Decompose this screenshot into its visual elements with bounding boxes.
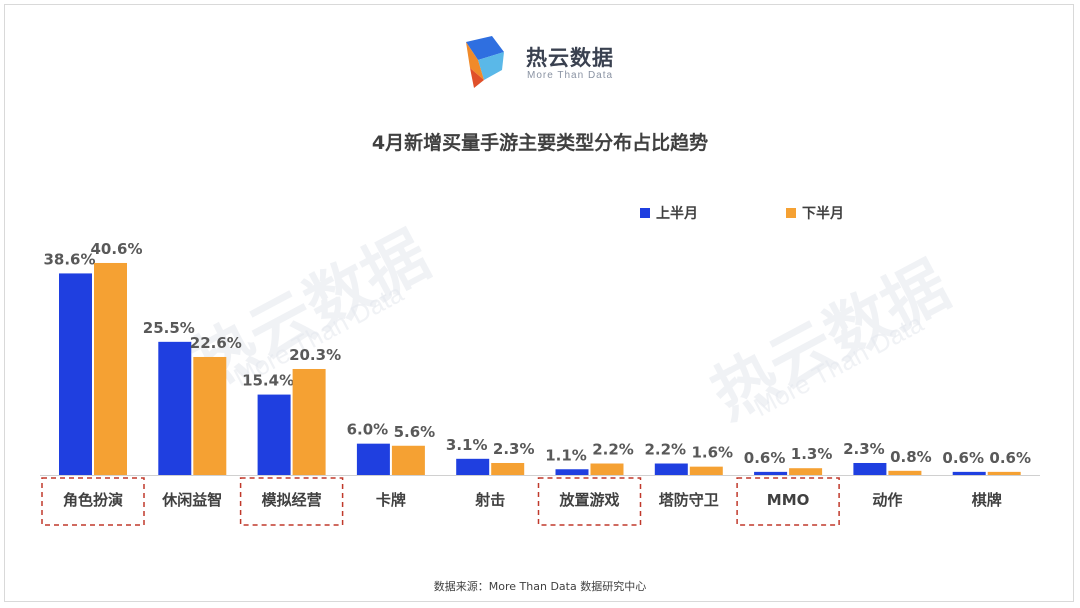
highlight-box-6 <box>537 477 642 526</box>
category-label-5: 射击 <box>474 491 505 509</box>
bar-1-8 <box>754 471 788 475</box>
highlight-box-8 <box>736 477 840 526</box>
legend-label-series-2: 下半月 <box>802 206 844 222</box>
data-label-2-8: 1.3% <box>791 445 833 463</box>
data-label-1-7: 2.2% <box>644 441 686 459</box>
bar-1-9 <box>853 462 887 475</box>
category-label-10: 棋牌 <box>972 491 1002 509</box>
brand-name: 热云数据 <box>526 46 614 70</box>
data-label-2-9: 0.8% <box>890 448 932 466</box>
source-note: 数据来源：More Than Data 数据研究中心 <box>433 580 647 593</box>
data-label-1-6: 1.1% <box>545 446 587 464</box>
legend-item-series-2: 下半月 <box>786 203 844 223</box>
data-label-1-2: 25.5% <box>143 319 195 337</box>
legend-label-series-1: 上半月 <box>656 206 698 222</box>
bar-2-2 <box>193 356 227 475</box>
bar-2-9 <box>888 470 922 475</box>
bar-2-1 <box>94 262 127 475</box>
bar-2-4 <box>391 445 425 475</box>
bar-2-7 <box>689 466 723 475</box>
category-label-2: 休闲益智 <box>161 491 222 509</box>
category-label-3: 模拟经营 <box>262 491 322 509</box>
bar-2-3 <box>292 368 326 475</box>
bar-2-10 <box>987 471 1021 475</box>
bar-1-1 <box>59 273 92 475</box>
bar-1-10 <box>952 471 986 475</box>
data-label-2-5: 2.3% <box>493 440 535 458</box>
bar-1-6 <box>555 469 589 475</box>
chart-title: 4月新增买量手游主要类型分布占比趋势 <box>371 132 709 154</box>
data-label-2-1: 40.6% <box>90 240 142 258</box>
bar-1-5 <box>456 458 490 475</box>
data-label-2-7: 1.6% <box>691 444 733 462</box>
bar-2-5 <box>491 462 525 475</box>
bar-2-6 <box>590 463 624 475</box>
data-label-1-3: 15.4% <box>242 372 294 390</box>
chart-frame <box>4 4 1074 602</box>
data-label-2-10: 0.6% <box>989 449 1031 467</box>
data-label-1-5: 3.1% <box>446 436 488 454</box>
data-label-1-9: 2.3% <box>843 440 885 458</box>
brand-logo-icon <box>466 36 504 88</box>
data-label-1-8: 0.6% <box>744 449 786 467</box>
data-label-1-4: 6.0% <box>347 421 389 439</box>
bar-1-2 <box>158 341 192 475</box>
data-label-2-6: 2.2% <box>592 441 634 459</box>
data-label-2-3: 20.3% <box>289 346 341 364</box>
category-label-8: MMO <box>767 491 810 509</box>
category-label-7: 塔防守卫 <box>659 491 719 509</box>
legend-swatch-series-1 <box>640 208 650 218</box>
category-label-1: 角色扮演 <box>63 491 123 509</box>
legend-swatch-series-2 <box>786 208 796 218</box>
data-label-2-2: 22.6% <box>190 334 242 352</box>
highlight-box-1 <box>41 477 145 526</box>
data-label-1-1: 38.6% <box>43 250 95 268</box>
highlight-box-3 <box>239 477 344 526</box>
legend-item-series-1: 上半月 <box>640 203 698 223</box>
brand-tagline: More Than Data <box>527 70 614 81</box>
data-label-2-4: 5.6% <box>394 423 436 441</box>
bar-1-7 <box>654 463 688 475</box>
category-label-4: 卡牌 <box>376 491 406 509</box>
data-label-1-10: 0.6% <box>942 449 984 467</box>
bar-1-3 <box>257 394 291 475</box>
category-label-6: 放置游戏 <box>558 491 619 509</box>
category-label-9: 动作 <box>872 491 902 509</box>
bar-2-8 <box>789 468 823 475</box>
bar-1-4 <box>356 443 390 475</box>
